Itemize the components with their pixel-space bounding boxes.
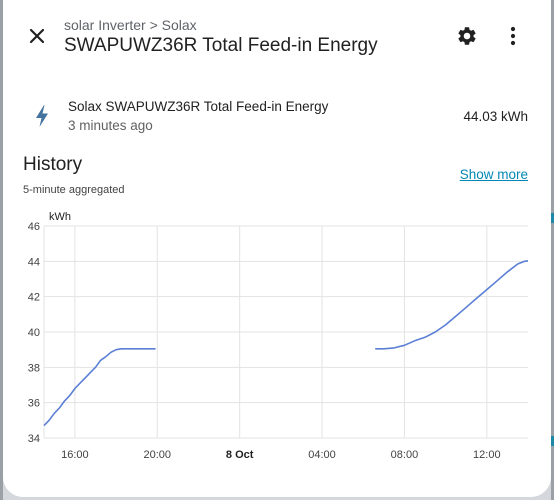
y-tick-label: 44 xyxy=(28,256,40,268)
y-tick-label: 36 xyxy=(28,398,40,410)
more-info-dialog: solar Inverter > Solax SWAPUWZ36R Total … xyxy=(3,0,551,497)
y-tick-label: 46 xyxy=(28,221,40,233)
history-subtitle: 5-minute aggregated xyxy=(23,184,125,196)
settings-button[interactable] xyxy=(447,16,487,56)
y-tick-label: 38 xyxy=(28,362,40,374)
history-title: History xyxy=(23,154,83,175)
y-tick-label: 40 xyxy=(28,327,40,339)
background-accent-mark xyxy=(551,436,554,446)
dialog-title: SWAPUWZ36R Total Feed-in Energy xyxy=(64,35,378,56)
history-chart[interactable]: 34 36 38 40 42 44 46 16:00 20:00 8 Oct 04:00 08:00 1… xyxy=(3,0,551,497)
x-tick-label: 8 Oct xyxy=(226,449,254,461)
x-tick-label: 12:00 xyxy=(473,449,501,461)
background-accent-mark xyxy=(551,213,554,223)
close-icon xyxy=(29,28,45,44)
y-tick-label: 42 xyxy=(28,292,40,304)
lightning-bolt-icon xyxy=(36,105,48,127)
more-vertical-icon xyxy=(510,26,516,46)
entity-last-changed: 3 minutes ago xyxy=(68,118,153,133)
background-edge-right xyxy=(551,0,554,500)
x-tick-label: 20:00 xyxy=(144,449,172,461)
y-axis-label: kWh xyxy=(49,211,71,223)
background-edge-left xyxy=(0,0,3,500)
close-button[interactable] xyxy=(17,16,57,56)
show-more-link[interactable]: Show more xyxy=(459,167,528,182)
entity-state: 44.03 kWh xyxy=(463,109,528,124)
more-options-button[interactable] xyxy=(493,16,533,56)
gear-icon xyxy=(458,27,476,45)
x-tick-label: 08:00 xyxy=(391,449,419,461)
y-tick-label: 34 xyxy=(28,433,40,445)
x-tick-label: 04:00 xyxy=(308,449,336,461)
x-tick-label: 16:00 xyxy=(61,449,89,461)
series-line-segment xyxy=(43,348,156,427)
series-line-segment xyxy=(375,260,529,350)
entity-name: Solax SWAPUWZ36R Total Feed-in Energy xyxy=(68,99,329,114)
breadcrumb: solar Inverter > Solax xyxy=(64,17,197,33)
